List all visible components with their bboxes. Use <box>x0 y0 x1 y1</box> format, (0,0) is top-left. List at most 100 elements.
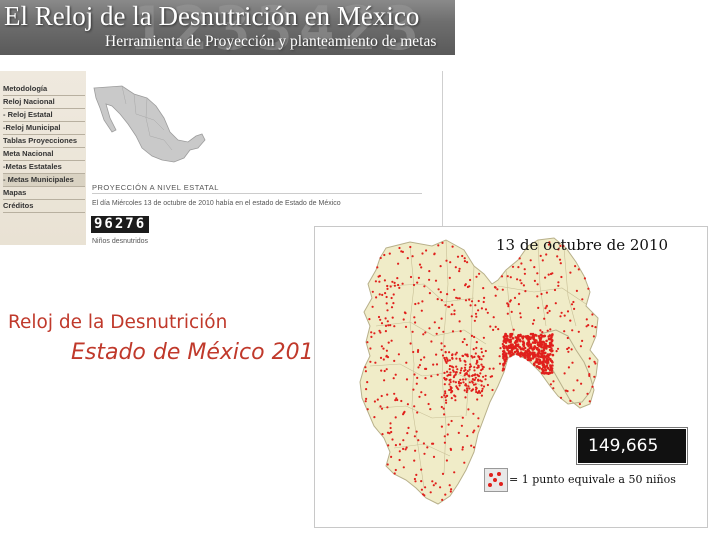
population-dot <box>386 393 389 396</box>
population-dot <box>394 468 397 472</box>
population-dot <box>509 354 512 358</box>
population-dot <box>382 358 385 361</box>
population-dot <box>445 259 448 262</box>
population-dot <box>440 342 443 345</box>
population-dot <box>416 376 419 379</box>
population-dot <box>371 305 374 308</box>
nav-item-creditos[interactable]: Créditos <box>3 200 85 213</box>
nav-item-reloj-nacional[interactable]: Reloj Nacional <box>3 96 85 109</box>
population-dot <box>370 331 373 334</box>
population-dot <box>424 377 427 380</box>
nav-item-reloj-estatal[interactable]: - Reloj Estatal <box>3 109 85 122</box>
nav-item-reloj-municipal[interactable]: -Reloj Municipal <box>3 122 85 135</box>
nav-item-meta-nacional[interactable]: Meta Nacional <box>3 148 85 161</box>
population-dot <box>391 280 394 283</box>
population-dot <box>541 352 544 355</box>
population-dot <box>397 353 400 356</box>
population-dot <box>461 254 464 258</box>
population-dot <box>524 335 528 338</box>
population-dot <box>420 488 423 491</box>
population-dot <box>509 334 512 338</box>
population-dot <box>443 394 446 397</box>
population-dot <box>576 379 579 382</box>
population-dot <box>393 392 396 395</box>
population-dot <box>567 366 570 369</box>
population-dot <box>517 266 520 269</box>
population-dot <box>413 459 416 462</box>
population-dot <box>382 347 385 350</box>
population-dot <box>423 285 426 288</box>
population-dot <box>533 279 536 282</box>
population-dot <box>540 292 543 296</box>
population-dot <box>459 378 462 381</box>
population-dot <box>531 322 535 325</box>
mexico-silhouette <box>93 85 206 163</box>
population-dot <box>424 367 427 370</box>
population-dot <box>378 293 381 296</box>
population-dot <box>484 349 487 353</box>
nav-item-metas-municipales[interactable]: - Metas Municipales <box>3 174 85 187</box>
population-dot <box>465 343 468 346</box>
population-dot <box>529 332 533 336</box>
population-dot <box>385 302 388 305</box>
population-dot <box>494 294 497 297</box>
population-dot <box>375 296 378 299</box>
population-dot <box>479 372 482 375</box>
population-dot <box>499 347 502 350</box>
population-dot <box>567 350 570 353</box>
population-dot <box>453 374 456 377</box>
population-dot <box>406 403 409 406</box>
population-dot <box>443 345 446 348</box>
population-dot <box>566 390 569 393</box>
population-dot <box>440 396 443 399</box>
population-dot <box>384 292 387 295</box>
population-dot <box>463 461 466 464</box>
population-dot <box>423 452 426 455</box>
population-dot <box>585 325 588 328</box>
nav-item-metodologia[interactable]: Metodología <box>3 83 85 96</box>
population-dot <box>390 339 393 342</box>
population-dot <box>503 362 506 365</box>
population-dot <box>401 282 404 285</box>
population-dot <box>428 327 431 330</box>
population-dot <box>538 338 542 342</box>
population-dot <box>503 350 506 354</box>
population-dot <box>423 494 426 497</box>
population-dot <box>439 291 442 294</box>
population-dot <box>543 317 546 320</box>
nav-item-tablas-proyecciones[interactable]: Tablas Proyecciones <box>3 135 85 148</box>
population-dot <box>383 369 386 373</box>
malnutrition-count-box: 149,665 <box>576 427 688 465</box>
population-dot <box>394 399 397 402</box>
population-dot <box>526 358 530 362</box>
population-dot <box>391 316 394 319</box>
nav-item-mapas[interactable]: Mapas <box>3 187 85 200</box>
site-banner: 1233423 El Reloj de la Desnutrición en M… <box>0 0 455 64</box>
population-dot <box>480 307 483 310</box>
nav-item-metas-estatales[interactable]: -Metas Estatales <box>3 161 85 174</box>
population-dot <box>482 287 485 290</box>
population-dot <box>437 244 440 247</box>
population-dot <box>502 345 505 348</box>
population-dot <box>516 343 520 347</box>
population-dot <box>481 367 484 371</box>
population-dot <box>444 392 447 395</box>
population-dot <box>451 354 454 357</box>
population-dot <box>417 276 420 279</box>
population-dot <box>435 332 438 335</box>
population-dot <box>429 408 432 411</box>
population-dot <box>511 265 515 268</box>
population-dot <box>462 381 465 384</box>
population-dot <box>398 443 402 446</box>
population-dot <box>394 373 397 376</box>
population-dot <box>491 388 494 392</box>
population-dot <box>383 279 386 282</box>
population-dot <box>435 353 438 356</box>
population-dot <box>571 329 574 332</box>
population-dot <box>577 330 580 333</box>
population-dot <box>548 341 552 345</box>
population-dot <box>433 321 436 324</box>
population-dot <box>407 426 410 429</box>
population-dot <box>563 330 566 333</box>
population-dot <box>444 399 448 402</box>
